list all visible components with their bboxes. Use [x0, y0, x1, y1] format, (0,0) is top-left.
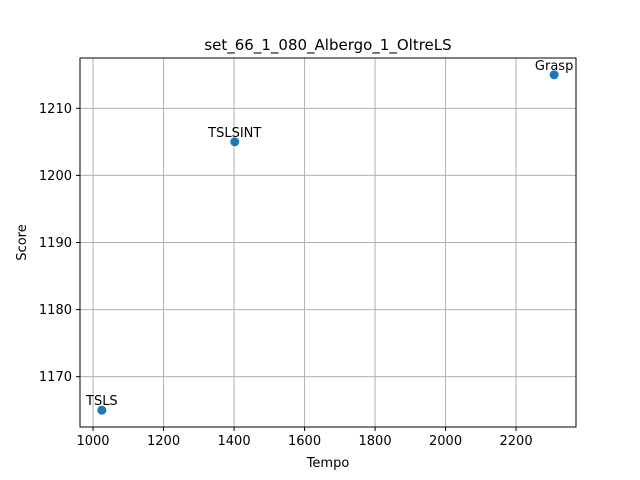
x-axis-label: Tempo [306, 456, 350, 471]
y-tick-label: 1180 [39, 303, 72, 318]
y-axis-label: Score [15, 224, 30, 260]
x-tick-label: 1200 [147, 434, 180, 449]
x-tick-label: 1400 [218, 434, 251, 449]
y-tick-label: 1210 [39, 102, 72, 117]
x-tick-label: 1600 [288, 434, 321, 449]
axis-ticks: 1000 1200 1400 1600 1800 2000 2200 1170 1180 1190… [39, 102, 533, 449]
y-tick-label: 1190 [39, 236, 72, 251]
x-tick-label: 2200 [500, 434, 533, 449]
data-point [97, 405, 107, 415]
data-point-label: Grasp [535, 59, 573, 74]
x-tick-label: 2000 [429, 434, 462, 449]
grid-lines [80, 58, 576, 427]
data-points: TSLS TSLSINT Grasp [85, 59, 573, 415]
y-tick-label: 1200 [39, 169, 72, 184]
data-point [549, 70, 559, 80]
x-tick-label: 1000 [76, 434, 109, 449]
data-point [230, 137, 240, 147]
data-point-label: TSLSINT [207, 126, 261, 141]
chart-title: set_66_1_080_Albergo_1_OltreLS [204, 36, 451, 55]
data-point-label: TSLS [85, 394, 118, 409]
y-tick-label: 1170 [39, 370, 72, 385]
x-tick-label: 1800 [359, 434, 392, 449]
